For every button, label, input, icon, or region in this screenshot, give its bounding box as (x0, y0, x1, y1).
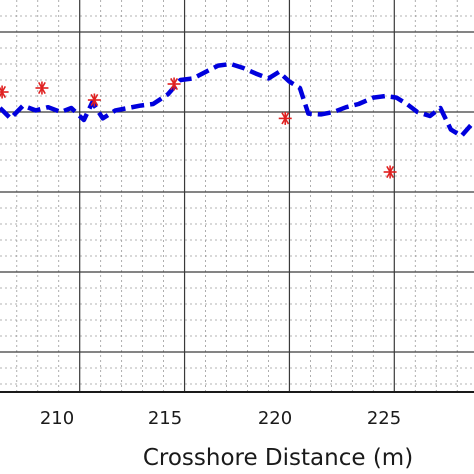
asterisk-marker-3 (167, 77, 181, 91)
dashed-series (0, 61, 474, 139)
major-grid (0, 0, 474, 392)
x-tick-labels: 210 215 220 225 (40, 408, 401, 429)
asterisk-marker-0 (0, 85, 9, 99)
series-line-path (0, 61, 474, 139)
x-tick-label-210: 210 (40, 408, 74, 429)
x-tick-label-215: 215 (148, 408, 182, 429)
asterisk-marker-5 (383, 165, 397, 179)
asterisk-marker-2 (87, 93, 101, 107)
x-axis-title: Crosshore Distance (m) (143, 445, 413, 471)
x-tick-label-225: 225 (367, 408, 401, 429)
asterisk-marker-4 (278, 111, 292, 125)
marker-series (0, 77, 397, 179)
asterisk-marker-1 (35, 81, 49, 95)
x-tick-label-220: 220 (258, 408, 292, 429)
